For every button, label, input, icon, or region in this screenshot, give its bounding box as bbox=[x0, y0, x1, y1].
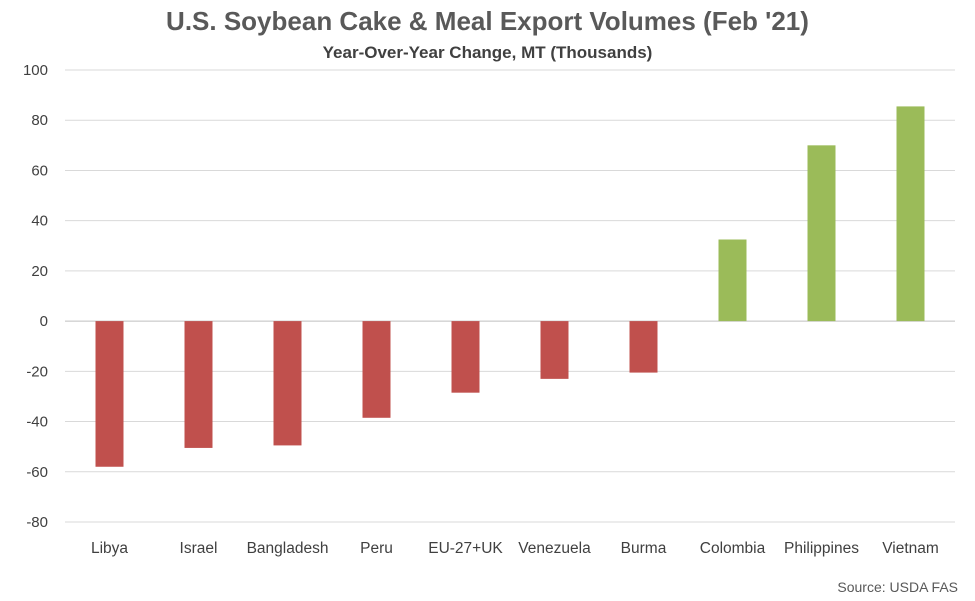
x-category-label: Israel bbox=[180, 540, 218, 557]
bar-colombia bbox=[718, 239, 747, 322]
x-category-label: Colombia bbox=[700, 540, 766, 557]
y-tick-label: 40 bbox=[31, 213, 48, 230]
bar-eu-27-uk bbox=[451, 321, 480, 393]
y-tick-label: 20 bbox=[31, 263, 48, 280]
x-category-label: Burma bbox=[621, 540, 667, 557]
y-tick-label: -80 bbox=[26, 514, 48, 531]
x-category-label: Philippines bbox=[784, 540, 859, 557]
x-category-label: EU-27+UK bbox=[428, 540, 503, 557]
y-tick-label: 60 bbox=[31, 162, 48, 179]
bar-philippines bbox=[807, 145, 836, 322]
y-tick-label: -40 bbox=[26, 414, 48, 431]
bar-bangladesh bbox=[273, 321, 302, 446]
x-category-label: Vietnam bbox=[882, 540, 939, 557]
bar-vietnam bbox=[896, 106, 925, 322]
x-category-label: Peru bbox=[360, 540, 393, 557]
y-axis-tick-labels: 100 80 60 40 20 0 -20 -40 -60 -80 bbox=[23, 62, 48, 531]
y-tick-label: 100 bbox=[23, 62, 48, 79]
x-category-label: Bangladesh bbox=[247, 540, 329, 557]
bar-peru bbox=[362, 321, 391, 418]
chart-subtitle: Year-Over-Year Change, MT (Thousands) bbox=[322, 43, 653, 62]
y-tick-label: -20 bbox=[26, 363, 48, 380]
y-tick-label: 0 bbox=[40, 313, 48, 330]
bar-venezuela bbox=[540, 321, 569, 379]
x-category-label: Venezuela bbox=[518, 540, 591, 557]
chart-title: U.S. Soybean Cake & Meal Export Volumes … bbox=[166, 6, 809, 36]
x-category-label: Libya bbox=[91, 540, 128, 557]
source-note: Source: USDA FAS bbox=[837, 579, 958, 595]
bar-libya bbox=[95, 321, 124, 467]
gridlines bbox=[65, 69, 955, 523]
y-tick-label: 80 bbox=[31, 112, 48, 129]
x-axis-category-labels: Libya Israel Bangladesh Peru EU-27+UK Venezue… bbox=[91, 540, 939, 557]
bars bbox=[95, 106, 925, 467]
y-tick-label: -60 bbox=[26, 464, 48, 481]
bar-israel bbox=[184, 321, 213, 448]
bar-burma bbox=[629, 321, 658, 373]
